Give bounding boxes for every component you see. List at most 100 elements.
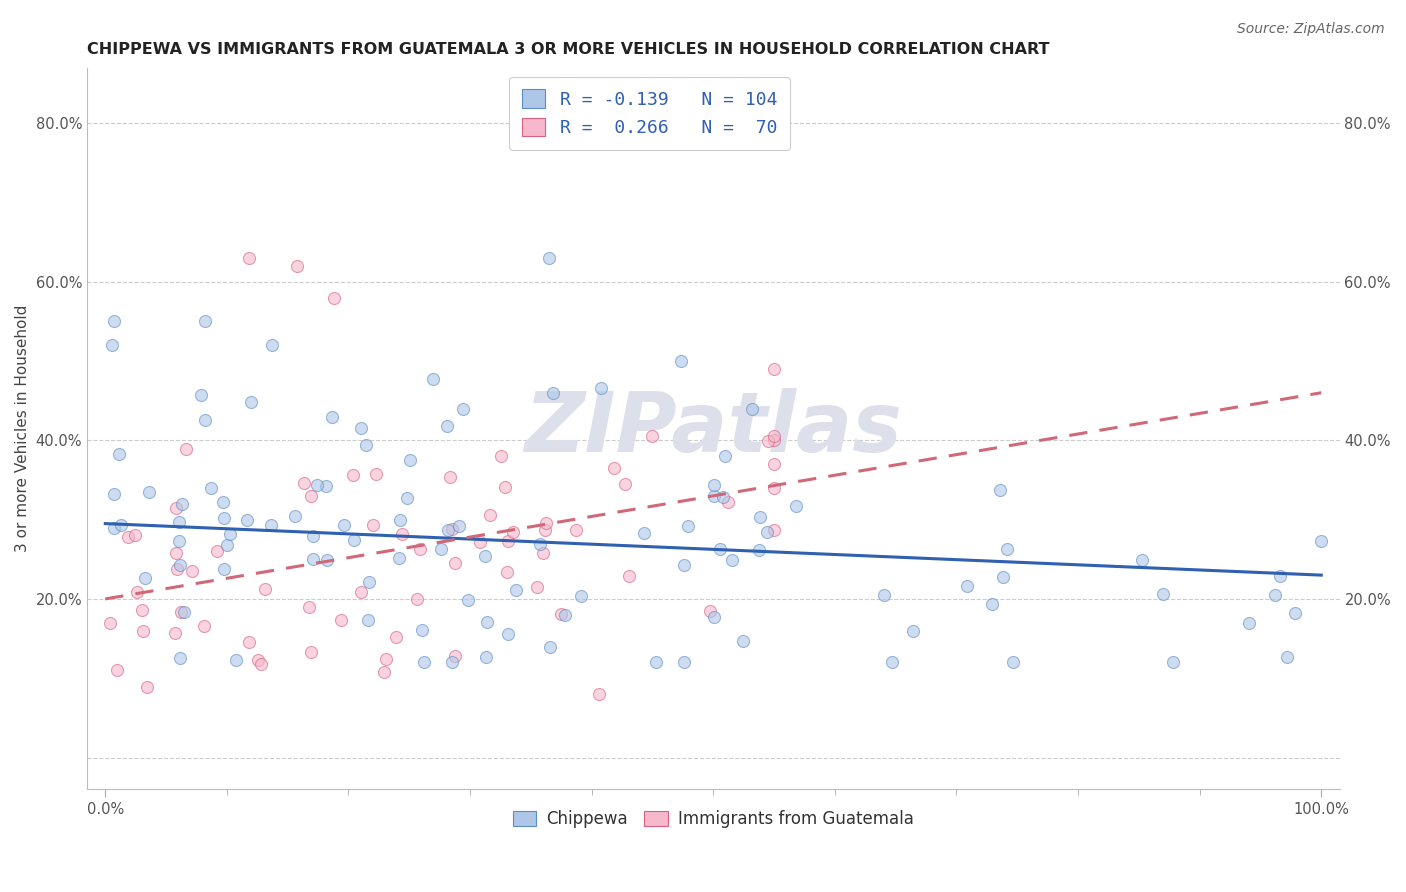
Point xyxy=(181,564,204,578)
Point xyxy=(474,549,496,563)
Point xyxy=(165,626,187,640)
Point xyxy=(388,513,411,527)
Point xyxy=(955,579,977,593)
Point xyxy=(385,630,408,644)
Point xyxy=(538,251,561,265)
Point xyxy=(720,553,742,567)
Point xyxy=(444,649,467,664)
Point xyxy=(105,663,128,677)
Point xyxy=(1309,533,1331,548)
Point xyxy=(260,338,283,352)
Point xyxy=(193,619,215,633)
Point xyxy=(399,453,422,467)
Point xyxy=(330,613,353,627)
Point xyxy=(614,477,637,491)
Point xyxy=(315,479,337,493)
Point xyxy=(1161,656,1184,670)
Point xyxy=(250,657,273,671)
Point xyxy=(763,481,786,495)
Point xyxy=(343,533,366,547)
Point xyxy=(763,362,786,376)
Point xyxy=(748,543,770,558)
Point xyxy=(194,412,217,426)
Point xyxy=(411,623,433,637)
Point xyxy=(167,534,190,549)
Point xyxy=(991,570,1014,584)
Point xyxy=(193,314,215,328)
Point xyxy=(702,489,724,503)
Point xyxy=(305,478,328,492)
Point xyxy=(755,524,778,539)
Point xyxy=(225,653,247,667)
Point xyxy=(333,517,356,532)
Point xyxy=(645,656,668,670)
Point xyxy=(699,604,721,618)
Point xyxy=(676,518,699,533)
Point xyxy=(357,575,380,590)
Point xyxy=(299,645,322,659)
Point xyxy=(110,517,132,532)
Point xyxy=(496,627,519,641)
Point xyxy=(165,546,187,560)
Point xyxy=(200,481,222,495)
Point xyxy=(406,591,429,606)
Point xyxy=(534,516,557,530)
Point xyxy=(301,552,323,566)
Point xyxy=(413,656,436,670)
Point xyxy=(167,516,190,530)
Point xyxy=(571,589,593,603)
Point xyxy=(169,558,191,572)
Point xyxy=(475,650,498,665)
Point xyxy=(1001,656,1024,670)
Point xyxy=(1264,588,1286,602)
Point xyxy=(673,558,696,573)
Point xyxy=(429,542,451,557)
Point xyxy=(100,338,122,352)
Point xyxy=(165,501,187,516)
Point xyxy=(633,526,655,541)
Point xyxy=(190,388,212,402)
Point xyxy=(901,624,924,638)
Point xyxy=(541,385,564,400)
Point xyxy=(526,580,548,594)
Point xyxy=(1237,615,1260,630)
Point xyxy=(391,526,413,541)
Point xyxy=(447,519,470,533)
Point xyxy=(302,529,325,543)
Point xyxy=(253,582,276,596)
Point xyxy=(713,491,735,505)
Point xyxy=(995,542,1018,557)
Point xyxy=(981,597,1004,611)
Point xyxy=(538,640,561,654)
Point xyxy=(131,602,153,616)
Point xyxy=(298,600,321,615)
Point xyxy=(1284,607,1306,621)
Point xyxy=(880,656,903,670)
Point xyxy=(475,615,498,630)
Point xyxy=(468,535,491,549)
Point xyxy=(350,585,373,599)
Point xyxy=(703,610,725,624)
Point xyxy=(373,665,395,679)
Point xyxy=(672,656,695,670)
Point xyxy=(717,495,740,509)
Point xyxy=(259,518,281,533)
Point xyxy=(170,606,193,620)
Point xyxy=(489,450,512,464)
Point xyxy=(374,652,396,666)
Point xyxy=(132,624,155,638)
Point xyxy=(354,438,377,452)
Point xyxy=(534,523,557,537)
Point xyxy=(284,508,307,523)
Point xyxy=(619,569,641,583)
Point xyxy=(785,499,807,513)
Point xyxy=(422,372,444,386)
Point xyxy=(219,527,242,541)
Point xyxy=(238,635,260,649)
Point xyxy=(714,449,737,463)
Point xyxy=(212,494,235,508)
Point xyxy=(554,608,576,623)
Point xyxy=(98,616,121,631)
Point xyxy=(321,409,343,424)
Point xyxy=(217,538,239,552)
